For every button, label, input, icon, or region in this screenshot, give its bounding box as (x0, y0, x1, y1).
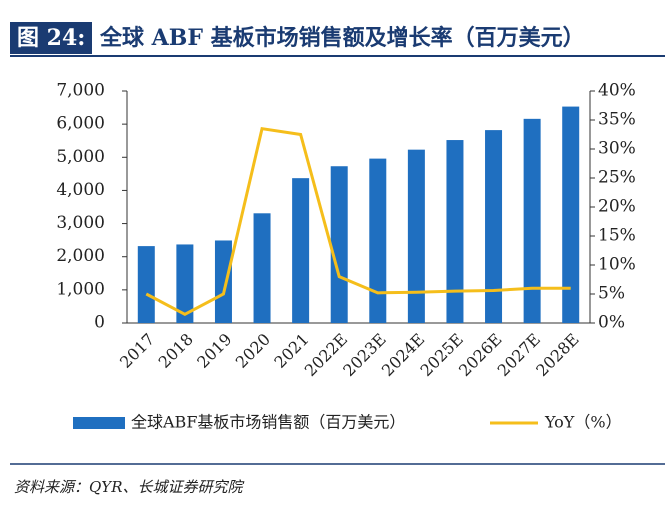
bar (407, 149, 425, 323)
y2-tick-label: 35% (598, 110, 636, 130)
y2-tick-label: 15% (598, 226, 636, 246)
y-tick-label: 4,000 (56, 180, 105, 200)
x-tick-label: 2017 (116, 330, 158, 372)
bar (137, 246, 155, 323)
bar (214, 240, 232, 323)
legend-label: YoY（%） (544, 413, 622, 432)
y-tick-label: 3,000 (56, 213, 105, 233)
bar (176, 244, 194, 323)
y2-tick-label: 5% (598, 284, 625, 304)
y2-tick-label: 20% (598, 197, 636, 217)
x-tick-label: 2026E (455, 330, 505, 380)
x-tick-label: 2018 (155, 330, 197, 372)
bar (523, 118, 541, 323)
bar (446, 140, 464, 323)
legend-swatch (73, 417, 125, 429)
bar (253, 213, 271, 323)
y-tick-label: 1,000 (56, 279, 105, 299)
bar (485, 130, 503, 323)
bar (330, 166, 348, 323)
title-badge (10, 22, 92, 54)
x-tick-label: 2028E (532, 330, 582, 380)
legend-label: 全球ABF基板市场销售额（百万美元） (131, 413, 405, 432)
line (145, 127, 571, 316)
figure-label: 图 24: (17, 25, 85, 51)
x-tick-label: 2022E (301, 330, 351, 380)
bar (562, 106, 580, 323)
y2-tick-label: 0% (598, 313, 625, 333)
y-tick-label: 2,000 (56, 246, 105, 266)
chart-title: 全球 ABF 基板市场销售额及增长率（百万美元） (99, 25, 585, 51)
y-tick-label: 7,000 (56, 81, 105, 101)
y-tick-label: 6,000 (56, 114, 105, 134)
x-tick-label: 2024E (378, 330, 428, 380)
x-tick-label: 2019 (193, 330, 235, 372)
bar (369, 158, 387, 323)
bar (292, 178, 310, 323)
x-tick-label: 2023E (339, 330, 389, 380)
y-tick-label: 5,000 (56, 147, 105, 167)
source: 资料来源：QYR、长城证券研究院 (14, 478, 244, 496)
x-tick-label: 2025E (416, 330, 466, 380)
y2-tick-label: 25% (598, 168, 636, 188)
x-tick-label: 2020 (232, 330, 274, 372)
y2-tick-label: 10% (598, 255, 636, 275)
y2-tick-label: 30% (598, 139, 636, 159)
y2-tick-label: 40% (598, 81, 636, 101)
x-tick-label: 2027E (494, 330, 544, 380)
y-tick-label: 0 (94, 313, 105, 333)
